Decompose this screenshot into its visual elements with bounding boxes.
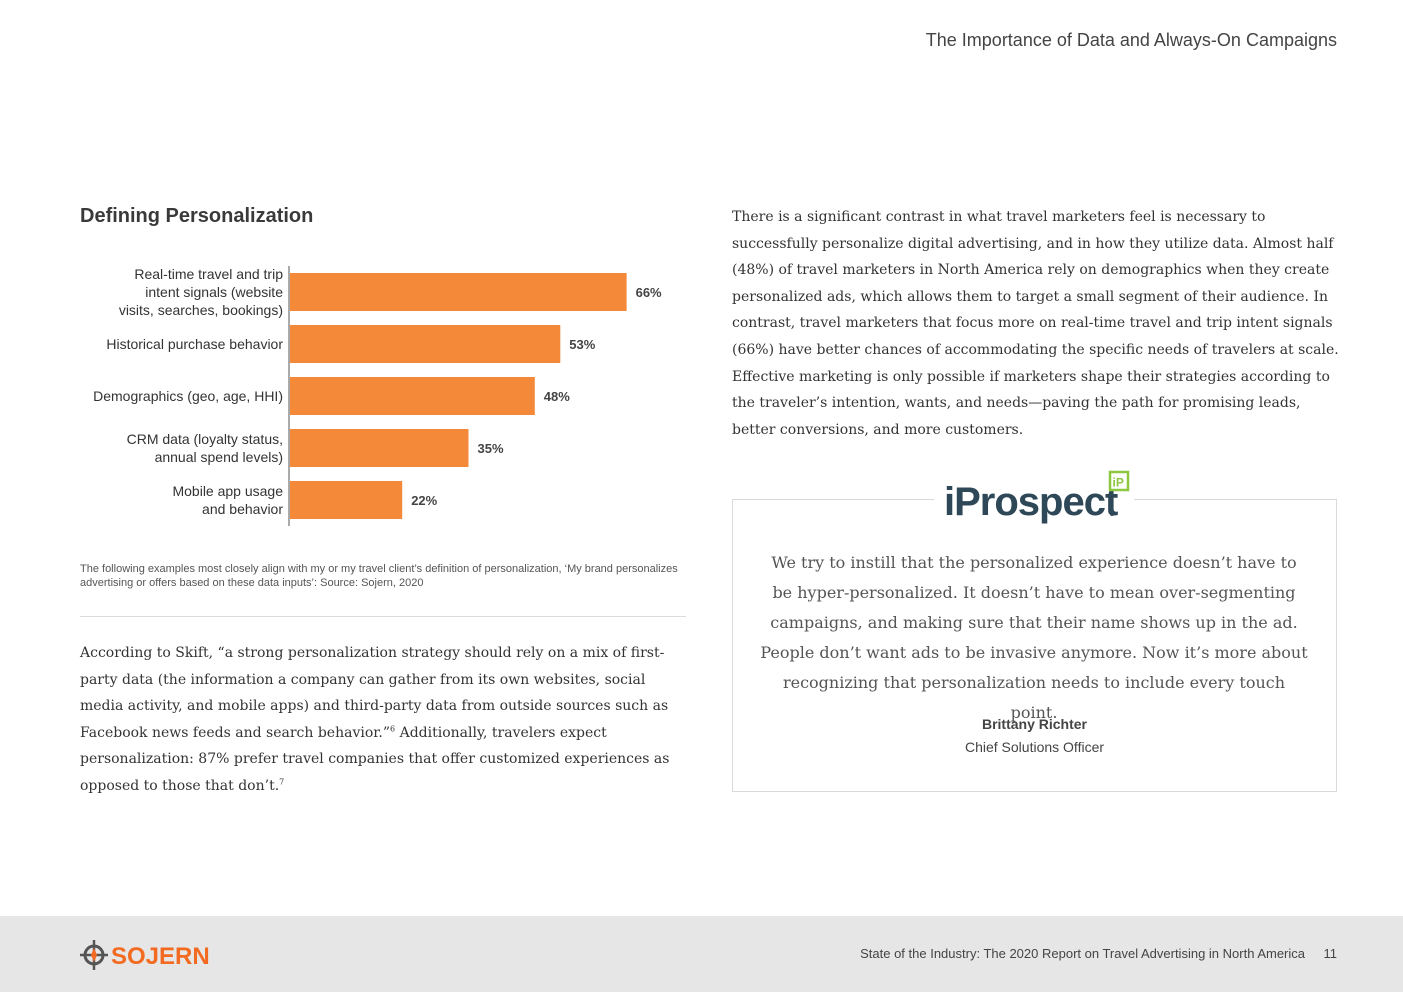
bar-chart: 66% Real-time travel and trip intent signa…	[93, 266, 662, 526]
bar-3	[290, 429, 469, 467]
iprospect-logo-mark: iP	[1113, 476, 1124, 490]
chart-title: Defining Personalization	[80, 205, 314, 227]
chart-source-note: The following examples most closely alig…	[80, 563, 678, 589]
bar-2	[290, 377, 535, 415]
bar-1	[290, 325, 561, 363]
body-text-part-1: According to Skift, “a strong personaliz…	[80, 645, 669, 741]
left-body-paragraph: According to Skift, “a strong personaliz…	[80, 640, 680, 800]
category-label-0: Real-time travel and trip intent signals …	[119, 266, 283, 318]
right-body-paragraph: There is a significant contrast in what …	[732, 209, 1339, 438]
footer-report-title: State of the Industry: The 2020 Report o…	[860, 946, 1305, 961]
section-divider	[80, 616, 686, 617]
page-number: 11	[1323, 946, 1338, 961]
category-label-2: Demographics (geo, age, HHI)	[93, 388, 283, 404]
iprospect-logo: iProspect iP	[934, 470, 1134, 526]
quote-author-name: Brittany Richter	[981, 716, 1088, 732]
category-label-3: CRM data (loyalty status, annual spend le…	[127, 431, 283, 465]
value-label-3: 35%	[478, 441, 504, 456]
sojern-logo-text: SOJERN	[111, 943, 210, 970]
body-text-part-2: Additionally, travelers expect personali…	[80, 724, 670, 794]
bar-4	[290, 481, 403, 519]
bar-0	[290, 273, 627, 311]
iprospect-logo-text: iProspect	[944, 480, 1118, 524]
compass-icon	[80, 940, 108, 970]
value-label-1: 53%	[569, 337, 595, 352]
value-label-4: 22%	[411, 493, 437, 508]
value-label-2: 48%	[544, 389, 570, 404]
page-header-title: The Importance of Data and Always-On Cam…	[925, 30, 1337, 50]
footer: SOJERN State of the Industry: The 2020 R…	[0, 916, 1403, 992]
sojern-logo: SOJERN	[80, 940, 210, 970]
category-label-4: Mobile app usage and behavior	[172, 483, 283, 517]
footnote-ref-7[interactable]: 7	[279, 777, 285, 787]
category-label-1: Historical purchase behavior	[106, 336, 283, 352]
value-label-0: 66%	[636, 285, 662, 300]
quote-text: We try to instill that the personalized …	[760, 553, 1308, 722]
quote-author-role: Chief Solutions Officer	[964, 739, 1105, 755]
footnote-ref-6[interactable]: 6	[390, 724, 396, 734]
